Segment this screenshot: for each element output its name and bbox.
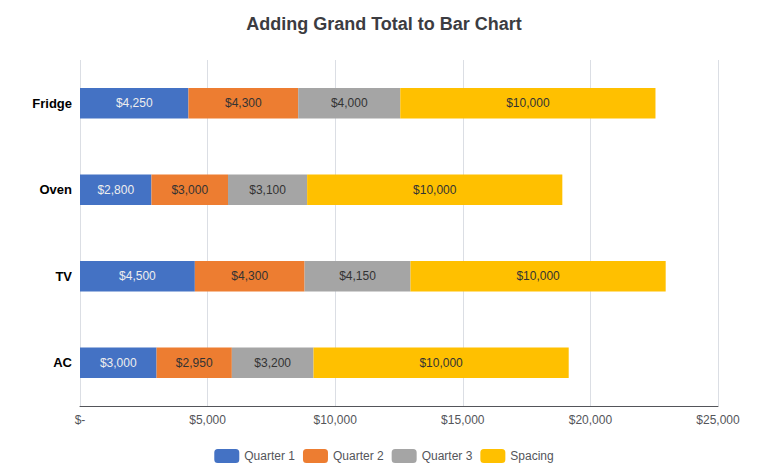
svg-text:Fridge: Fridge (32, 96, 72, 111)
svg-text:$10,000: $10,000 (314, 413, 358, 427)
svg-text:TV: TV (55, 269, 72, 284)
svg-text:$3,000: $3,000 (100, 356, 137, 370)
svg-text:$4,300: $4,300 (225, 96, 262, 110)
svg-text:$2,950: $2,950 (176, 356, 213, 370)
svg-text:Quarter 2: Quarter 2 (333, 449, 384, 463)
svg-text:$4,300: $4,300 (231, 269, 268, 283)
svg-text:Oven: Oven (39, 182, 72, 197)
svg-text:AC: AC (53, 355, 72, 370)
svg-text:Spacing: Spacing (510, 449, 553, 463)
svg-text:$4,500: $4,500 (119, 269, 156, 283)
svg-text:$3,100: $3,100 (249, 183, 286, 197)
svg-text:$4,000: $4,000 (331, 96, 368, 110)
svg-text:$10,000: $10,000 (506, 96, 550, 110)
svg-text:$3,200: $3,200 (254, 356, 291, 370)
svg-text:$20,000: $20,000 (569, 413, 613, 427)
svg-text:Quarter 3: Quarter 3 (422, 449, 473, 463)
svg-text:$5,000: $5,000 (189, 413, 226, 427)
svg-text:$25,000: $25,000 (696, 413, 740, 427)
svg-text:$10,000: $10,000 (419, 356, 463, 370)
svg-text:$2,800: $2,800 (97, 183, 134, 197)
svg-text:$4,150: $4,150 (339, 269, 376, 283)
svg-text:$10,000: $10,000 (413, 183, 457, 197)
svg-text:$4,250: $4,250 (116, 96, 153, 110)
svg-text:Quarter 1: Quarter 1 (244, 449, 295, 463)
svg-text:Adding Grand Total to Bar Char: Adding Grand Total to Bar Chart (246, 14, 522, 34)
svg-text:$15,000: $15,000 (441, 413, 485, 427)
svg-text:$-: $- (75, 413, 86, 427)
svg-text:$10,000: $10,000 (516, 269, 560, 283)
svg-text:$3,000: $3,000 (171, 183, 208, 197)
